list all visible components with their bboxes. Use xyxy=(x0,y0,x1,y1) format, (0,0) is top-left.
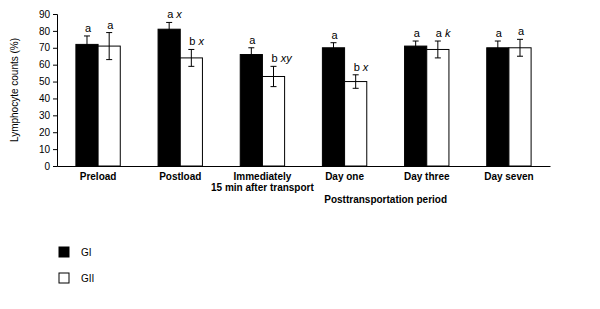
y-tick: 50 xyxy=(39,76,57,87)
y-tick: 10 xyxy=(39,144,57,155)
significance-label: b xy xyxy=(272,52,294,64)
error-bar xyxy=(435,41,441,58)
group-label: Posttransportation period xyxy=(324,194,447,205)
bar xyxy=(158,29,180,166)
y-tick-mark xyxy=(53,48,57,49)
y-tick: 40 xyxy=(39,93,57,104)
x-tick-label: Preload xyxy=(80,171,117,182)
x-tick-label: Postload xyxy=(159,171,201,182)
x-tick: Day three xyxy=(404,171,450,182)
bar xyxy=(405,46,427,166)
bar xyxy=(509,48,531,166)
legend-item: GII xyxy=(59,273,94,284)
x-tick: Day seven xyxy=(484,171,533,182)
legend-item: GI xyxy=(59,247,92,258)
y-tick-label: 10 xyxy=(39,144,51,155)
y-tick: 0 xyxy=(44,161,57,172)
bar xyxy=(427,49,449,166)
error-bar xyxy=(166,22,172,36)
y-tick-mark xyxy=(53,14,57,15)
x-tick-label: Immediately15 min after transport xyxy=(211,171,314,193)
y-tick-label: 80 xyxy=(39,26,51,37)
error-bar xyxy=(248,48,254,62)
error-bar xyxy=(84,36,90,53)
x-tick: Postload xyxy=(159,171,201,182)
error-bar xyxy=(330,43,336,53)
significance-label: a xyxy=(518,25,525,37)
legend: GI GII xyxy=(59,247,94,284)
y-tick-label: 50 xyxy=(39,76,51,87)
error-bar xyxy=(353,75,359,89)
y-axis-title: Lymphocyte counts (%) xyxy=(9,38,20,142)
error-bar xyxy=(413,41,419,51)
y-tick-label: 70 xyxy=(39,42,51,53)
bar xyxy=(180,58,202,166)
y-tick: 30 xyxy=(39,110,57,121)
y-tick-label: 40 xyxy=(39,93,51,104)
y-tick: 60 xyxy=(39,59,57,70)
y-axis-line xyxy=(53,15,58,167)
x-tick: Day one xyxy=(325,171,364,182)
y-tick-mark xyxy=(53,65,57,66)
y-tick: 80 xyxy=(39,26,57,37)
x-tick: Immediately15 min after transport xyxy=(211,171,314,193)
significance-label: a xyxy=(496,27,503,39)
bars xyxy=(76,22,531,166)
y-tick-label: 90 xyxy=(39,9,51,20)
y-axis: 0 10 20 30 40 50 60 70 80 90 xyxy=(39,9,58,172)
significance-label: a xyxy=(331,29,338,41)
error-bar xyxy=(271,66,277,86)
bar xyxy=(262,76,284,166)
y-tick-label: 60 xyxy=(39,59,51,70)
x-axis-line xyxy=(58,166,551,167)
significance-label: a k xyxy=(436,27,451,39)
legend-swatch xyxy=(59,247,69,257)
bar xyxy=(76,44,98,166)
y-tick-mark xyxy=(53,166,57,167)
y-tick-mark xyxy=(53,115,57,116)
y-tick-label: 20 xyxy=(39,127,51,138)
error-bar xyxy=(106,33,112,60)
legend-swatch xyxy=(59,273,69,283)
bar xyxy=(345,82,367,166)
x-tick-label: Day seven xyxy=(484,171,533,182)
bar xyxy=(322,48,344,166)
y-tick-mark xyxy=(53,98,57,99)
significance-label: a x xyxy=(167,8,182,20)
error-bar xyxy=(517,39,523,56)
legend-label: GII xyxy=(81,273,94,284)
y-tick-label: 0 xyxy=(44,161,50,172)
error-bar xyxy=(495,41,501,55)
significance-label: b x xyxy=(189,35,204,47)
y-tick: 90 xyxy=(39,9,57,20)
x-axis: Preload Postload Immediately15 min after t… xyxy=(58,167,551,194)
y-tick-mark xyxy=(53,132,57,133)
y-tick-mark xyxy=(53,149,57,150)
y-tick: 20 xyxy=(39,127,57,138)
chart: 0 10 20 30 40 50 60 70 80 90 Preload Postload Immedi… xyxy=(0,0,600,309)
plot: 0 10 20 30 40 50 60 70 80 90 Preload Postload Immedi… xyxy=(39,8,551,205)
bar xyxy=(487,48,509,166)
x-tick-label: Day three xyxy=(404,171,450,182)
significance-label: a xyxy=(414,27,421,39)
error-bar xyxy=(188,49,194,66)
significance-labels: a a x a a a a a b x b xy b x a k a xyxy=(85,8,525,72)
x-tick: Preload xyxy=(80,171,117,182)
y-tick: 70 xyxy=(39,42,57,53)
legend-label: GI xyxy=(81,247,92,258)
significance-label: a xyxy=(85,22,92,34)
significance-label: b x xyxy=(354,61,369,73)
significance-label: a xyxy=(107,19,114,31)
bar xyxy=(240,55,262,166)
y-tick-mark xyxy=(53,82,57,83)
y-tick-mark xyxy=(53,31,57,32)
y-tick-label: 30 xyxy=(39,110,51,121)
x-tick-label: Day one xyxy=(325,171,364,182)
bar xyxy=(98,46,120,166)
significance-label: a xyxy=(249,34,256,46)
